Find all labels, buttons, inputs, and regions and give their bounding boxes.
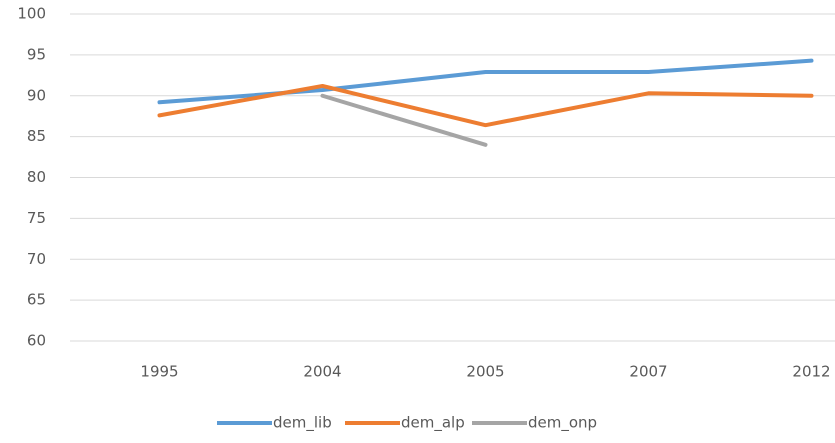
y-tick-label: 75 [27,209,46,227]
y-tick-label: 85 [27,127,46,145]
x-tick-label: 1995 [140,363,178,381]
series-line [157,83,814,128]
y-tick-label: 95 [27,45,46,63]
y-tick-label: 65 [27,291,46,309]
y-tick-label: 90 [27,86,46,104]
x-tick-label: 2007 [629,363,667,381]
x-tick-label: 2005 [466,363,504,381]
series-line [320,93,488,147]
legend-label: dem_lib [273,414,332,433]
x-tick-label: 2012 [792,363,830,381]
legend-label: dem_alp [401,414,465,433]
y-tick-label: 60 [27,332,46,350]
y-tick-label: 100 [17,5,46,23]
x-tick-label: 2004 [303,363,341,381]
y-tick-label: 70 [27,250,46,268]
legend-label: dem_onp [528,414,597,433]
y-tick-label: 80 [27,168,46,186]
